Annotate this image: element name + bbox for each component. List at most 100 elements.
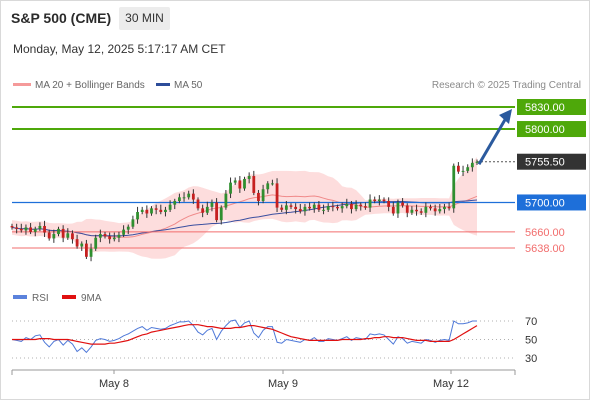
candle-body — [275, 183, 279, 208]
legend-ma20: MA 20 + Bollinger Bands — [13, 80, 145, 91]
candle-body — [117, 234, 121, 238]
candle-body — [219, 207, 223, 221]
candle-body — [289, 205, 293, 207]
projection-arrow-head — [499, 109, 512, 124]
candle-body — [33, 228, 37, 232]
candle-body — [298, 209, 302, 212]
candle-body — [350, 203, 353, 210]
candle-body — [308, 206, 311, 209]
rsi-swatch — [13, 295, 27, 300]
candle-body — [159, 209, 163, 213]
rsi-line — [11, 319, 477, 354]
candle-body — [252, 176, 256, 193]
legend-rsi-label: RSI — [32, 293, 49, 304]
candle-body — [243, 178, 246, 189]
instrument-title: S&P 500 (CME) — [11, 10, 112, 26]
candle-body — [317, 204, 321, 210]
time-axis: May 8 May 9 May 12 — [11, 369, 516, 390]
rsi-tick-50: 50 — [525, 335, 537, 347]
candle-body — [466, 167, 470, 171]
candle-body — [154, 208, 158, 210]
candle-body — [94, 237, 98, 249]
candle-body — [368, 199, 372, 208]
candle-body — [98, 234, 102, 238]
research-credit: Research © 2025 Trading Central — [431, 80, 581, 91]
candle-body — [424, 206, 428, 213]
candle-body — [401, 202, 404, 206]
candle-body — [136, 212, 139, 220]
timeframe-badge[interactable]: 30 MIN — [119, 7, 170, 30]
time-tick-label-1: May 9 — [268, 378, 298, 390]
candle-body — [261, 189, 265, 201]
candle-body — [19, 228, 23, 231]
candle-body — [247, 176, 251, 179]
candle-body — [229, 182, 232, 194]
candle-body — [168, 204, 172, 210]
price-axis-labels: 5830.00 5800.00 5700.00 5660.00 5638.00 5755.… — [517, 99, 586, 255]
ma50-swatch — [156, 82, 170, 86]
rsi-tick-30: 30 — [525, 353, 537, 365]
9ma-swatch — [62, 295, 76, 300]
candle-body — [85, 243, 88, 257]
candle-body — [89, 248, 93, 257]
legend-rsi: RSI — [13, 293, 49, 304]
candle-body — [201, 208, 205, 213]
candle-body — [438, 209, 442, 212]
candle-body — [75, 239, 79, 247]
projection-arrow — [477, 109, 512, 166]
candle-body — [103, 234, 107, 237]
candle-body — [122, 229, 125, 235]
candle-body — [145, 209, 149, 214]
candle-body — [24, 227, 28, 231]
candle-body — [61, 228, 65, 238]
level-label-5800.00: 5800.00 — [525, 124, 565, 136]
candle-body — [303, 206, 307, 212]
candle-body — [173, 201, 177, 205]
time-tick-label-0: May 8 — [99, 378, 129, 390]
candle-body — [359, 204, 363, 207]
candle-body — [271, 183, 274, 185]
candle-body — [354, 204, 358, 210]
level-label-5830.00: 5830.00 — [525, 102, 565, 114]
level-label-5700.00: 5700.00 — [525, 197, 565, 209]
candle-body — [191, 193, 195, 200]
candle-body — [66, 233, 70, 238]
level-label-5660.00: 5660.00 — [525, 227, 565, 239]
candle-body — [331, 206, 335, 208]
candle-body — [345, 203, 349, 207]
time-tick-label-2: May 12 — [433, 378, 469, 390]
rsi-9ma-line — [12, 324, 478, 345]
current-price-tag — [517, 153, 586, 170]
candle-body — [452, 165, 456, 209]
candle-body — [415, 209, 418, 212]
candle-body — [80, 243, 84, 247]
candle-body — [433, 208, 437, 212]
candle-body — [52, 234, 56, 239]
candle-body — [443, 206, 446, 210]
candle-body — [336, 206, 339, 209]
candle-body — [164, 209, 167, 213]
legend-9ma: 9MA — [62, 293, 102, 304]
candle-body — [387, 201, 391, 207]
candle-body — [257, 192, 260, 201]
candle-body — [475, 161, 479, 163]
candle-body — [294, 206, 298, 210]
candle-body — [205, 206, 209, 213]
candle-body — [322, 209, 325, 211]
candle-body — [131, 219, 135, 227]
candle-body — [112, 237, 116, 240]
candle-body — [238, 180, 242, 189]
current-price-label: 5755.50 — [525, 157, 565, 169]
candle-body — [373, 199, 377, 201]
candle-body — [340, 206, 344, 209]
candle-body — [233, 180, 237, 183]
level-label-5638.00: 5638.00 — [525, 243, 565, 255]
level-tag-5700.00 — [517, 194, 586, 211]
legend-ma50-label: MA 50 — [174, 80, 203, 91]
candle-body — [224, 193, 228, 208]
candle-body — [10, 225, 14, 228]
candlesticks — [10, 158, 479, 262]
ma20-swatch — [13, 82, 31, 86]
candle-body — [382, 199, 386, 201]
